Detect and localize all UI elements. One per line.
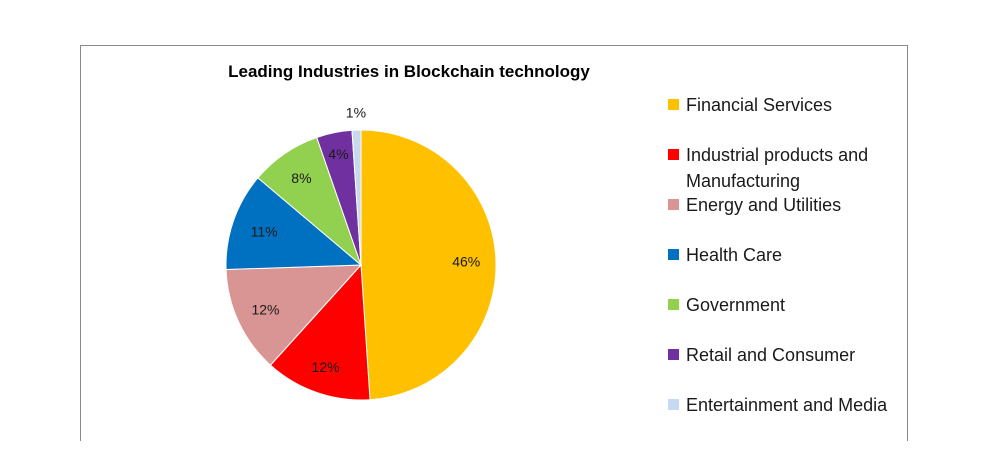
- legend-item: Government: [668, 292, 908, 318]
- legend-label: Government: [686, 295, 786, 315]
- legend-label: Industrial products and Manufacturing: [686, 145, 869, 191]
- pie-label: 12%: [312, 359, 340, 375]
- pie-label: 11%: [251, 223, 278, 239]
- legend-item: Industrial products and Manufacturing: [668, 142, 908, 194]
- chart-frame: [80, 45, 908, 441]
- pie-slices: [225, 129, 497, 401]
- legend-item: Energy and Utilities: [668, 192, 908, 218]
- pie-label: 4%: [328, 146, 348, 162]
- chart-title: Leading Industries in Blockchain technol…: [228, 62, 590, 81]
- legend-label: Health Care: [686, 245, 783, 265]
- legend-label: Entertainment and Media: [686, 395, 888, 415]
- pie-labels: 46% 12% 12% 11% 8% 4% 1%: [251, 105, 481, 375]
- legend-swatch: [668, 349, 679, 360]
- pie-slice-entertainment-and-media: [351, 129, 362, 266]
- legend-item: Entertainment and Media: [668, 392, 908, 418]
- chart-title-wrap: Leading Industries in Blockchain technol…: [80, 62, 908, 82]
- pie-label: 12%: [251, 301, 279, 317]
- pie-slice-energy-and-utilities: [225, 264, 363, 366]
- legend-label: Retail and Consumer: [686, 345, 856, 365]
- legend-item: Health Care: [668, 242, 908, 268]
- legend-swatch: [668, 399, 679, 410]
- legend-label: Financial Services: [686, 95, 833, 115]
- pie-slice-health-care: [225, 177, 363, 271]
- legend-swatch: [668, 99, 679, 110]
- legend-label: Energy and Utilities: [686, 195, 842, 215]
- legend-swatch: [668, 149, 679, 160]
- legend-item: Financial Services: [668, 92, 908, 118]
- legend-item: Retail and Consumer: [668, 342, 908, 368]
- pie-label: 46%: [452, 253, 480, 269]
- pie-slice-financial-services: [360, 129, 497, 401]
- legend-swatch: [668, 249, 679, 260]
- legend-swatch: [668, 199, 679, 210]
- pie-label: 1%: [346, 105, 366, 121]
- legend-swatch: [668, 299, 679, 310]
- pie-slice-industrial-products-and-manufacturing: [269, 263, 371, 401]
- pie-label: 8%: [291, 170, 311, 186]
